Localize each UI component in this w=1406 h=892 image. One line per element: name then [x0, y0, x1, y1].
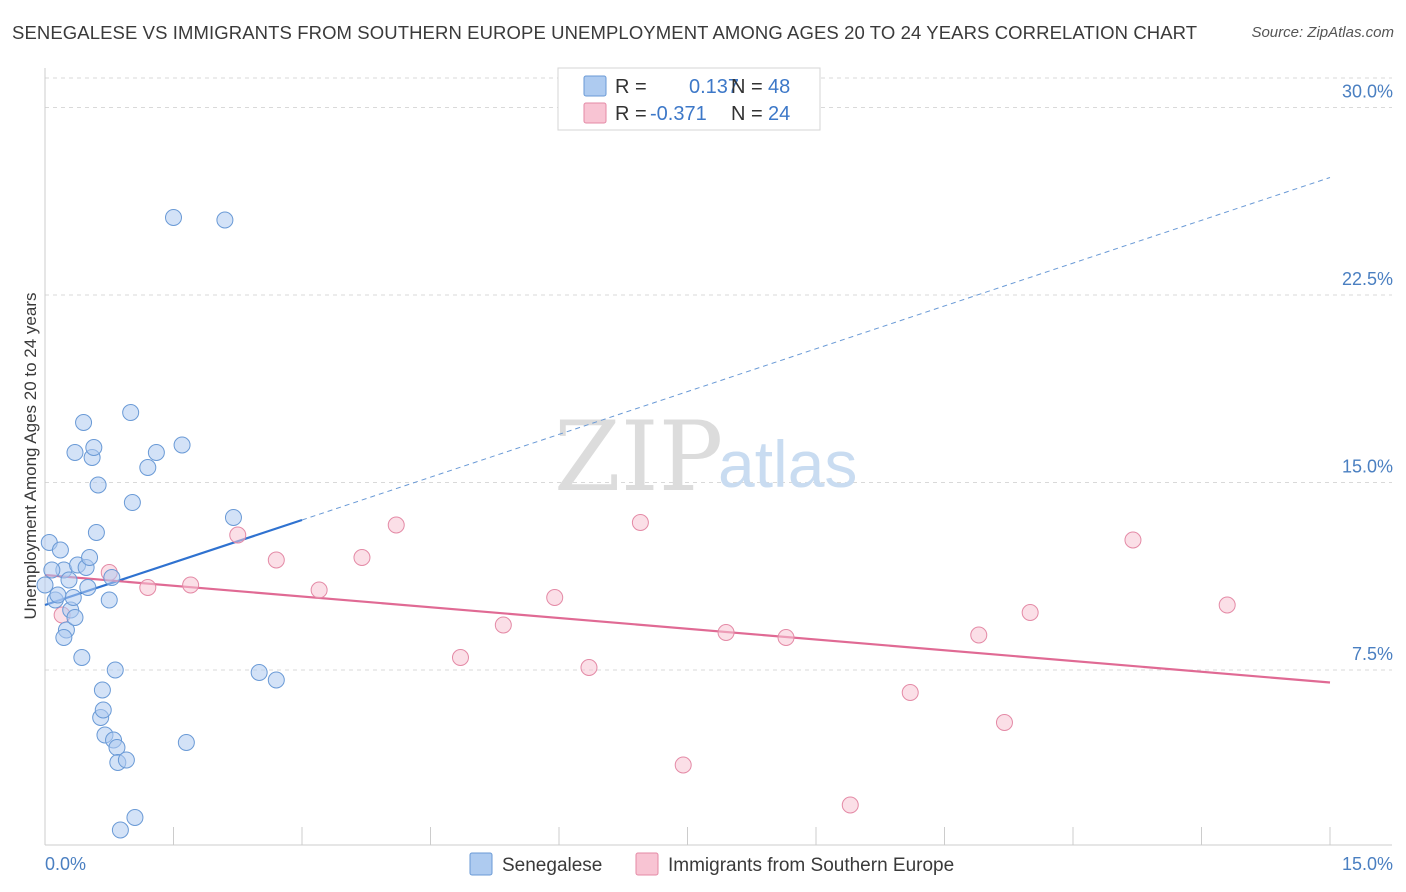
- watermark: ZIP atlas: [554, 401, 857, 513]
- bottom-legend-swatch-senegalese: [469, 852, 493, 876]
- data-point-senegalese: [64, 589, 82, 606]
- y-tick-label: 22.5%: [1342, 269, 1393, 289]
- bottom-legend-swatch-southern-europe: [635, 852, 659, 876]
- y-tick-label: 30.0%: [1342, 82, 1393, 102]
- axes: [44, 68, 1392, 846]
- data-point-senegalese: [55, 629, 73, 646]
- data-point-senegalese: [75, 414, 93, 431]
- data-point-senegalese: [123, 494, 141, 511]
- x-tick-label: 15.0%: [1342, 854, 1393, 874]
- legend-r-label-2: R =: [615, 103, 647, 125]
- bottom-legend-label-southern-europe: Immigrants from Southern Europe: [668, 855, 954, 876]
- chart-title: SENEGALESE VS IMMIGRANTS FROM SOUTHERN E…: [12, 22, 1198, 43]
- data-point-senegalese: [81, 549, 99, 566]
- data-point-senegalese: [51, 541, 69, 559]
- data-point-senegalese: [94, 701, 112, 719]
- data-point-senegalese: [122, 404, 140, 421]
- data-point-senegalese: [103, 569, 121, 586]
- legend-swatch-senegalese: [583, 75, 607, 97]
- data-point-southern-europe: [970, 626, 988, 644]
- y-tick-label: 7.5%: [1352, 644, 1393, 664]
- legend-n-label-2: N =: [731, 103, 763, 125]
- data-point-senegalese: [89, 476, 107, 494]
- data-point-southern-europe: [387, 516, 405, 534]
- data-point-senegalese: [73, 649, 91, 666]
- data-point-southern-europe: [1218, 596, 1236, 614]
- legend-n-label-1: N =: [731, 76, 763, 98]
- data-point-senegalese: [60, 571, 78, 589]
- watermark-zip: ZIP: [554, 401, 723, 513]
- data-point-southern-europe: [674, 756, 692, 774]
- data-point-senegalese: [267, 671, 285, 689]
- source-credit: Source: ZipAtlas.com: [1251, 24, 1394, 41]
- y-axis-label: Unemployment Among Ages 20 to 24 years: [21, 293, 40, 620]
- data-point-southern-europe: [139, 579, 157, 596]
- data-point-southern-europe: [494, 616, 512, 634]
- data-point-senegalese: [100, 591, 118, 609]
- data-point-southern-europe: [580, 659, 598, 676]
- legend-r-value-1: 0.137: [689, 76, 739, 98]
- correlation-legend: R = 0.137 N = 48 R = -0.371 N = 24: [557, 67, 821, 131]
- legend-swatch-southern-europe: [583, 102, 607, 124]
- data-point-southern-europe: [182, 576, 200, 594]
- data-point-senegalese: [165, 209, 182, 226]
- data-point-senegalese: [66, 444, 84, 461]
- data-point-southern-europe: [1124, 531, 1142, 549]
- data-point-senegalese: [79, 579, 97, 596]
- data-point-southern-europe: [546, 589, 564, 606]
- data-point-southern-europe: [777, 629, 795, 646]
- data-point-senegalese: [36, 576, 54, 594]
- data-point-senegalese: [250, 664, 268, 681]
- series-legend: Senegalese Immigrants from Southern Euro…: [469, 852, 954, 876]
- y-tick-label: 15.0%: [1342, 457, 1393, 477]
- data-point-southern-europe: [310, 581, 328, 599]
- x-tick-label: 0.0%: [45, 854, 86, 874]
- watermark-atlas: atlas: [718, 427, 857, 501]
- data-point-senegalese: [216, 211, 234, 229]
- data-point-southern-europe: [267, 551, 285, 569]
- data-point-senegalese: [173, 436, 191, 454]
- data-point-senegalese: [106, 661, 124, 679]
- legend-r-label-1: R =: [615, 76, 647, 98]
- data-point-senegalese: [177, 734, 195, 751]
- grid-lines: [45, 77, 1392, 671]
- data-point-southern-europe: [841, 796, 859, 814]
- data-points: [36, 209, 1236, 839]
- data-point-southern-europe: [995, 714, 1013, 731]
- data-point-senegalese: [66, 609, 84, 626]
- data-point-senegalese: [117, 751, 135, 769]
- data-point-senegalese: [49, 586, 67, 604]
- data-point-senegalese: [111, 821, 129, 839]
- data-point-senegalese: [147, 444, 165, 461]
- data-point-senegalese: [126, 809, 144, 826]
- trend-line-southern-europe: [44, 573, 1331, 684]
- data-point-southern-europe: [229, 526, 247, 544]
- data-point-southern-europe: [717, 624, 735, 641]
- data-point-southern-europe: [1021, 604, 1039, 621]
- data-point-southern-europe: [901, 684, 919, 701]
- trend-line-senegalese-extension: [301, 177, 1331, 521]
- legend-n-value-1: 48: [768, 76, 790, 98]
- bottom-legend-label-senegalese: Senegalese: [502, 855, 602, 876]
- data-point-southern-europe: [451, 649, 469, 666]
- legend-n-value-2: 24: [768, 103, 790, 125]
- data-point-senegalese: [139, 459, 157, 476]
- tick-labels: 7.5% 15.0% 22.5% 30.0% 0.0% 15.0%: [45, 82, 1393, 875]
- data-point-senegalese: [224, 509, 242, 526]
- legend-r-value-2: -0.371: [650, 103, 707, 125]
- data-point-senegalese: [43, 561, 61, 579]
- data-point-senegalese: [85, 439, 103, 456]
- data-point-senegalese: [87, 524, 105, 541]
- data-point-senegalese: [93, 681, 111, 699]
- data-point-southern-europe: [353, 549, 371, 566]
- data-point-southern-europe: [631, 514, 649, 531]
